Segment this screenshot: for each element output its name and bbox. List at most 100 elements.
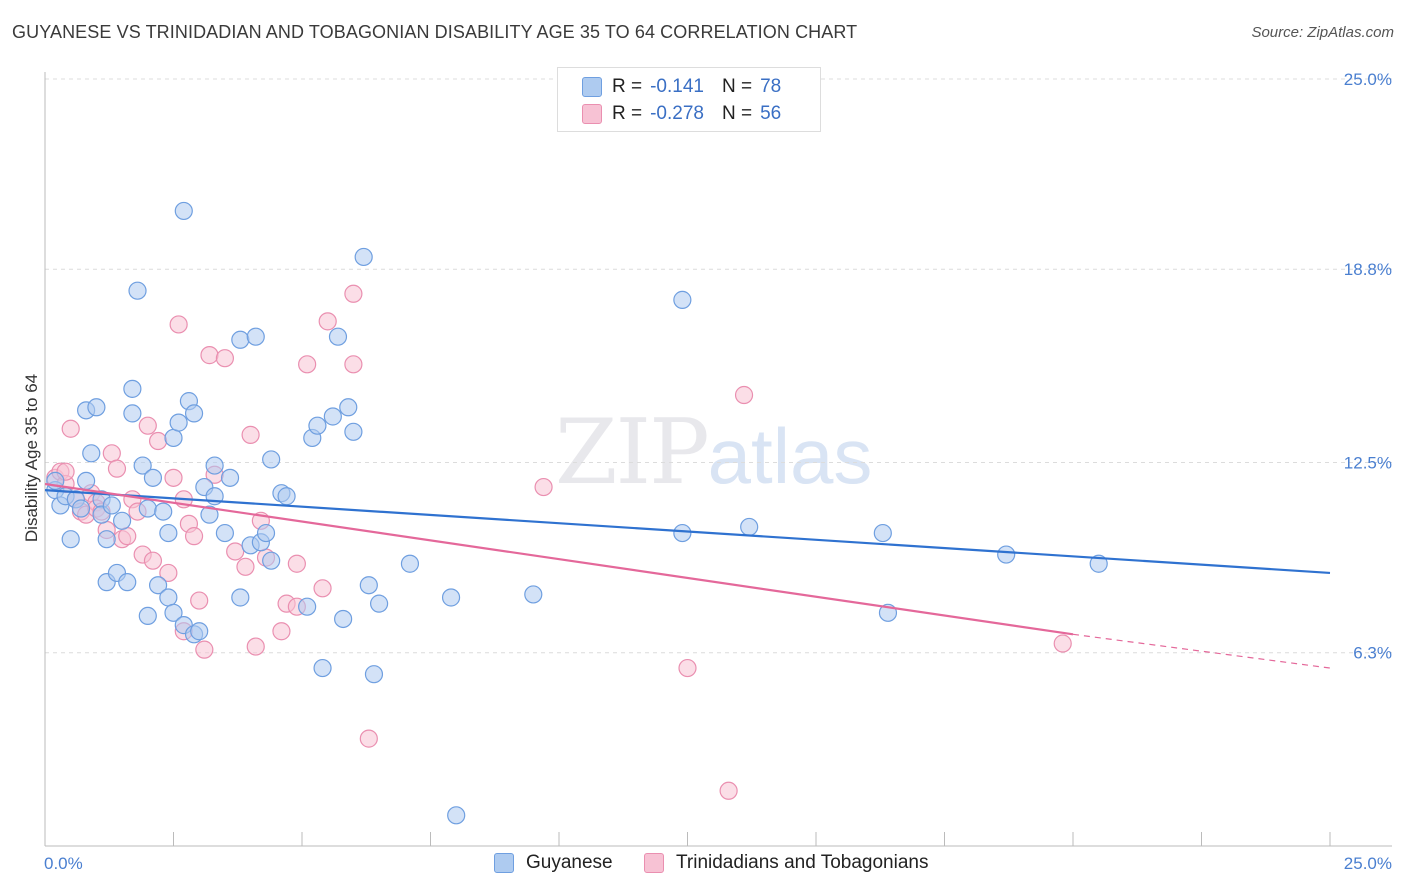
data-point-trinidadian	[107, 459, 127, 478]
data-point-guyanese	[313, 658, 332, 678]
data-point-guyanese	[339, 398, 358, 417]
data-point-guyanese	[159, 523, 178, 543]
legend-row-trinidadian: R = -0.278 N = 56	[582, 100, 781, 128]
data-point-trinidadian	[318, 312, 337, 331]
legend-item-guyanese: Guyanese	[494, 852, 613, 874]
x-axis-ticks	[173, 832, 1331, 846]
series-trinidadian-points	[46, 284, 1072, 800]
data-point-trinidadian	[534, 477, 553, 497]
data-point-guyanese	[154, 502, 173, 521]
data-point-guyanese	[205, 456, 224, 475]
legend-label-guyanese: Guyanese	[526, 852, 613, 873]
data-point-guyanese	[138, 606, 157, 626]
correlation-legend: R = -0.141 N = 78 R = -0.278 N = 56	[557, 67, 821, 132]
x-tick-label-min: 0.0%	[44, 854, 83, 873]
data-point-guyanese	[524, 585, 543, 604]
data-point-guyanese	[323, 407, 342, 426]
legend-item-trinidadian: Trinidadians and Tobagonians	[644, 852, 928, 874]
data-point-guyanese	[673, 290, 692, 309]
trend-lines	[44, 482, 1331, 669]
legend-r-label: R =	[612, 76, 643, 97]
data-point-guyanese	[308, 416, 327, 435]
series-legend: Guyanese Trinidadians and Tobagonians	[0, 852, 1406, 876]
legend-n-label: N =	[721, 103, 753, 124]
data-point-guyanese	[334, 609, 353, 629]
legend-swatch-pink	[644, 853, 664, 873]
legend-r-value: -0.278	[650, 103, 704, 124]
data-point-guyanese	[184, 404, 204, 423]
data-point-trinidadian	[344, 355, 363, 374]
data-point-guyanese	[148, 576, 168, 595]
data-point-guyanese	[174, 201, 193, 221]
data-point-guyanese	[215, 523, 234, 543]
data-point-trinidadian	[215, 349, 234, 368]
data-point-guyanese	[138, 499, 157, 518]
data-point-guyanese	[128, 281, 147, 300]
data-point-guyanese	[328, 327, 348, 346]
data-point-guyanese	[169, 413, 188, 432]
y-tick-label: 25.0%	[1344, 70, 1392, 89]
data-point-trinidadian	[226, 542, 245, 561]
data-point-trinidadian	[313, 579, 332, 598]
data-point-guyanese	[344, 422, 363, 441]
data-point-guyanese	[256, 523, 276, 543]
data-point-trinidadian	[102, 444, 121, 463]
data-point-guyanese	[400, 554, 420, 573]
data-point-guyanese	[164, 428, 183, 448]
data-point-guyanese	[447, 806, 466, 825]
y-tick-labels: 6.3% 12.5% 18.8% 25.0%	[1344, 70, 1392, 663]
data-point-guyanese	[1089, 554, 1108, 573]
data-point-guyanese	[277, 487, 296, 506]
legend-n-value: 56	[760, 103, 782, 124]
data-point-guyanese	[164, 603, 183, 622]
data-point-guyanese	[262, 551, 281, 570]
data-point-guyanese	[77, 471, 96, 491]
x-tick-label-max: 25.0%	[1344, 854, 1392, 873]
data-point-trinidadian	[241, 425, 260, 444]
data-point-trinidadian	[138, 416, 157, 435]
data-point-guyanese	[220, 468, 240, 487]
data-point-guyanese	[71, 499, 91, 518]
data-point-guyanese	[87, 398, 106, 417]
data-point-guyanese	[873, 523, 892, 543]
data-point-guyanese	[61, 530, 80, 549]
data-point-guyanese	[123, 379, 142, 398]
data-point-trinidadian	[734, 385, 754, 405]
data-point-trinidadian	[164, 468, 183, 487]
y-axis-label: Disability Age 35 to 64	[22, 374, 41, 542]
data-point-guyanese	[364, 665, 384, 684]
data-point-guyanese	[123, 404, 142, 423]
data-point-guyanese	[112, 511, 132, 530]
data-point-trinidadian	[118, 527, 137, 546]
series-guyanese-points	[46, 201, 1108, 825]
y-tick-label: 6.3%	[1353, 644, 1392, 663]
data-point-guyanese	[359, 576, 378, 595]
trend-line-guyanese	[44, 489, 1331, 575]
data-point-guyanese	[190, 622, 209, 641]
data-point-guyanese	[133, 456, 152, 475]
trend-line-trinidadian	[44, 482, 1074, 636]
watermark-zip: ZIP	[555, 400, 710, 505]
data-point-trinidadian	[298, 355, 317, 374]
legend-swatch-blue	[582, 77, 602, 97]
data-point-trinidadian	[719, 781, 738, 800]
data-point-guyanese	[102, 496, 121, 515]
data-point-guyanese	[740, 517, 759, 537]
data-point-guyanese	[159, 588, 178, 607]
trend-line-trinidadian-extrapolated	[1072, 633, 1331, 669]
data-point-guyanese	[370, 594, 389, 613]
y-tick-label: 12.5%	[1344, 454, 1392, 473]
data-point-guyanese	[118, 573, 137, 592]
data-point-guyanese	[231, 588, 250, 607]
watermark: ZIPatlas	[555, 400, 872, 505]
data-point-trinidadian	[246, 637, 265, 656]
legend-n-value: 78	[760, 76, 782, 97]
data-point-trinidadian	[169, 315, 188, 334]
legend-swatch-blue	[494, 853, 514, 873]
data-point-trinidadian	[159, 563, 178, 583]
data-point-guyanese	[200, 505, 219, 524]
data-point-guyanese	[143, 468, 163, 487]
data-point-guyanese	[298, 597, 317, 616]
data-point-trinidadian	[344, 284, 363, 303]
